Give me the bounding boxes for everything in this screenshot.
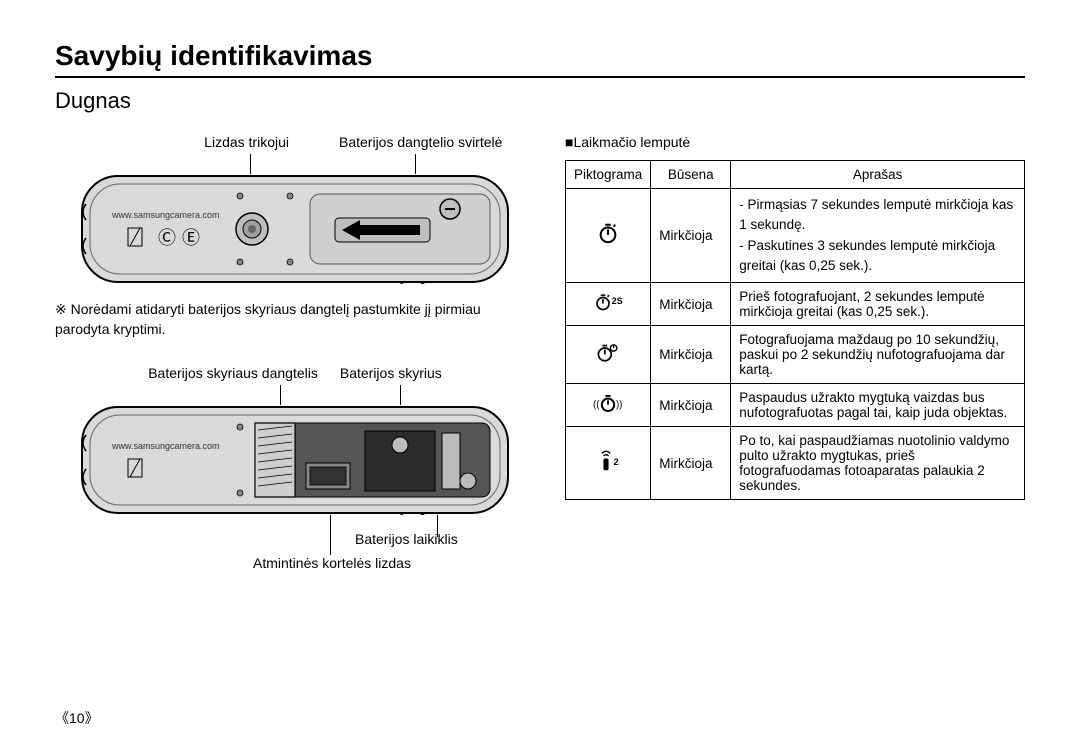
- timer-double-icon: [566, 326, 651, 384]
- diagram2-pointers-top: [55, 385, 535, 405]
- timer-2s-icon: 2S: [566, 283, 651, 326]
- battery-lever-label: Baterijos dangtelio svirtelė: [319, 134, 535, 150]
- timer-motion-icon: (()): [566, 384, 651, 427]
- status-cell: Mirkčioja: [651, 384, 731, 427]
- battery-chamber-label: Baterijos skyrius: [340, 365, 442, 381]
- page-number: 《10》: [55, 708, 99, 728]
- table-row: Mirkčioja Fotografuojama maždaug po 10 s…: [566, 326, 1025, 384]
- svg-text:)): )): [616, 399, 622, 410]
- camera-bottom-open: www.samsungcamera.com: [80, 405, 510, 515]
- battery-cover-label: Baterijos skyriaus dangtelis: [148, 365, 318, 381]
- table-row: 2 Mirkčioja Po to, kai paspaudžiamas nuo…: [566, 427, 1025, 500]
- table-row: Mirkčioja - Pirmąsias 7 sekundes lemputė…: [566, 189, 1025, 283]
- desc-cell: - Pirmąsias 7 sekundes lemputė mirkčioja…: [731, 189, 1025, 283]
- timer-10s-icon: [566, 189, 651, 283]
- timer-lamp-table: Piktograma Būsena Aprašas Mirkčioja - Pi…: [565, 160, 1025, 500]
- table-row: (()) Mirkčioja Paspaudus užrakto mygtuką…: [566, 384, 1025, 427]
- table-row: 2S Mirkčioja Prieš fotografuojant, 2 sek…: [566, 283, 1025, 326]
- svg-text:Ⓒ: Ⓒ: [158, 228, 176, 248]
- th-status: Būsena: [651, 161, 731, 189]
- desc-cell: Fotografuojama maždaug po 10 sekundžių, …: [731, 326, 1025, 384]
- note-text: Norėdami atidaryti baterijos skyriaus da…: [55, 301, 481, 337]
- status-cell: Mirkčioja: [651, 283, 731, 326]
- page-subtitle: Dugnas: [55, 88, 1025, 114]
- left-column: Lizdas trikojui Baterijos dangtelio svir…: [55, 134, 535, 575]
- svg-text:((: ((: [593, 399, 600, 410]
- desc-cell: Prieš fotografuojant, 2 sekundes lemputė…: [731, 283, 1025, 326]
- desc-cell: Po to, kai paspaudžiamas nuotolinio vald…: [731, 427, 1025, 500]
- tripod-socket-label: Lizdas trikojui: [55, 134, 319, 150]
- battery-holder-label: Baterijos laikiklis: [355, 531, 458, 547]
- timer-remote-icon: 2: [566, 427, 651, 500]
- camera-url-text-1: www.samsungcamera.com: [111, 210, 220, 220]
- camera-url-text-2: www.samsungcamera.com: [111, 441, 220, 451]
- th-pictogram: Piktograma: [566, 161, 651, 189]
- desc-cell: Paspaudus užrakto mygtuką vaizdas bus nu…: [731, 384, 1025, 427]
- diagram1-labels: Lizdas trikojui Baterijos dangtelio svir…: [55, 134, 535, 150]
- page-title: Savybių identifikavimas: [55, 40, 1025, 78]
- note-symbol: ※: [55, 301, 67, 317]
- diagram1-pointers: [55, 154, 535, 174]
- status-cell: Mirkčioja: [651, 326, 731, 384]
- memory-card-slot-label: Atmintinės kortelės lizdas: [253, 555, 411, 571]
- status-cell: Mirkčioja: [651, 427, 731, 500]
- diagram2-labels-top: Baterijos skyriaus dangtelis Baterijos s…: [55, 365, 535, 381]
- camera-bottom-closed: www.samsungcamera.com Ⓒ Ⓔ: [80, 174, 510, 284]
- svg-text:Ⓔ: Ⓔ: [182, 228, 200, 248]
- status-cell: Mirkčioja: [651, 189, 731, 283]
- diagram2-labels-bottom: Baterijos laikiklis Atmintinės kortelės …: [55, 515, 535, 575]
- right-column: ■Laikmačio lemputė Piktograma Būsena Apr…: [565, 134, 1025, 575]
- timer-lamp-section-label: ■Laikmačio lemputė: [565, 134, 1025, 150]
- battery-cover-note: ※ Norėdami atidaryti baterijos skyriaus …: [55, 300, 535, 339]
- th-description: Aprašas: [731, 161, 1025, 189]
